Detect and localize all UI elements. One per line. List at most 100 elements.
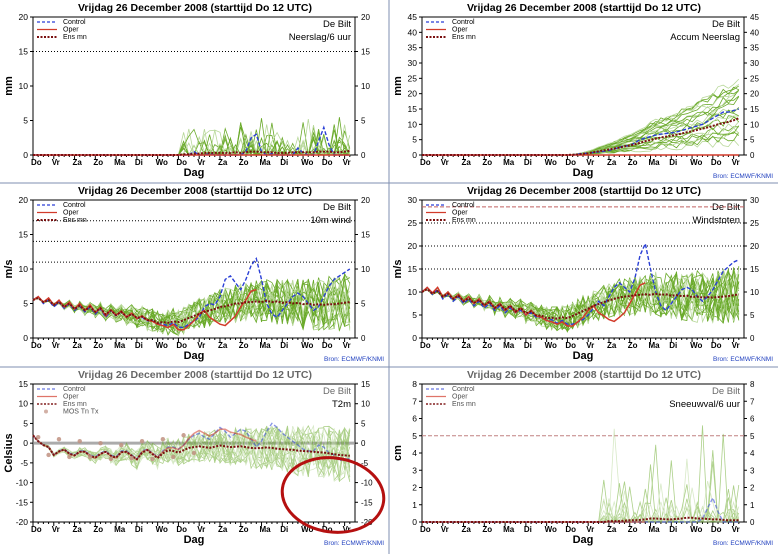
mos-point (129, 455, 134, 461)
y-tick-label-right: 25 (750, 74, 759, 83)
annotation-circle (280, 456, 386, 534)
series-line-ens-mn (421, 287, 739, 320)
x-day-tick-label: Za (607, 158, 617, 167)
y-tick-label: 25 (408, 218, 418, 228)
legend-entry: Oper (452, 27, 468, 34)
station-label: De Bilt (323, 386, 351, 397)
y-tick-label: 15 (408, 104, 418, 114)
x-day-tick-label: Wo (156, 525, 168, 534)
x-day-tick-label: Ma (260, 341, 272, 350)
y-tick-label: 10 (19, 264, 29, 274)
y-tick-label: 0 (23, 333, 28, 343)
y-tick-label-right: 1 (750, 501, 755, 510)
y-tick-label-right: 45 (750, 13, 759, 22)
x-axis-label: Dag (573, 167, 594, 179)
y-tick-label: 20 (408, 89, 418, 99)
y-tick-label: 0 (412, 333, 417, 343)
x-day-tick-label: Do (420, 525, 431, 534)
mos-point (56, 437, 62, 442)
y-tick-label-right: 10 (750, 120, 759, 129)
y-tick-label: 5 (412, 431, 417, 441)
y-tick-label: 0 (412, 517, 417, 527)
y-tick-label-right: 0 (361, 151, 366, 160)
x-axis-label: Dag (184, 167, 205, 179)
x-day-tick-label: Do (31, 525, 42, 534)
mos-point (150, 456, 155, 462)
y-tick-label: 7 (412, 396, 417, 406)
y-tick-label-right: 35 (750, 44, 759, 53)
y-tick-label: 4 (412, 448, 417, 458)
x-day-tick-label: Vr (732, 341, 740, 350)
x-day-tick-label: Ma (503, 341, 515, 350)
x-day-tick-label: Zo (628, 341, 638, 350)
y-axis-label: cm (392, 445, 404, 461)
y-tick-label-right: -20 (361, 518, 373, 527)
station-label: De Bilt (323, 202, 351, 213)
series-line-control (421, 241, 740, 325)
mos-point (139, 438, 145, 444)
x-axis-label: Dag (573, 534, 594, 546)
x-day-tick-label: Do (322, 525, 333, 534)
y-tick-label-right: 0 (361, 334, 366, 343)
x-day-tick-label: Vr (197, 525, 205, 534)
series-line-ens-mn (32, 434, 350, 461)
y-tick-label-right: 30 (750, 196, 759, 205)
x-day-tick-label: Za (73, 158, 83, 167)
x-day-tick-label: Do (176, 158, 187, 167)
y-axis-label: m/s (3, 260, 15, 279)
y-tick-label: 15 (19, 230, 29, 240)
x-day-tick-label: Ma (114, 525, 126, 534)
station-label: De Bilt (712, 202, 740, 213)
y-tick-label-right: 25 (750, 219, 759, 228)
y-tick-label: 5 (23, 299, 28, 309)
chart-title: Vrijdag 26 December 2008 (starttijd Do 1… (78, 369, 312, 381)
y-tick-label-right: 5 (750, 311, 755, 320)
x-day-tick-label: Vr (197, 158, 205, 167)
y-axis-label: mm (392, 76, 404, 96)
y-tick-label: 6 (412, 414, 417, 424)
y-tick-label-right: 40 (750, 28, 759, 37)
x-day-tick-label: Di (524, 525, 532, 534)
mos-point (77, 438, 82, 444)
x-day-tick-label: Ma (649, 341, 661, 350)
y-tick-label: 5 (23, 418, 28, 428)
x-day-tick-label: Vr (441, 341, 449, 350)
y-tick-label: 40 (408, 27, 418, 37)
x-day-tick-label: Vr (441, 158, 449, 167)
x-day-tick-label: Vr (732, 525, 740, 534)
legend-entry: Ens mn (452, 217, 476, 224)
mos-point (46, 452, 51, 458)
y-tick-label: -20 (16, 517, 29, 527)
station-label: De Bilt (712, 19, 740, 30)
x-day-tick-label: Ma (260, 158, 272, 167)
legend-entry: Oper (63, 27, 79, 34)
y-tick-label: 2 (412, 483, 417, 493)
chart-title: Vrijdag 26 December 2008 (starttijd Do 1… (467, 2, 701, 14)
y-tick-label: 45 (408, 12, 418, 22)
source-label: Bron: ECMWF/KNMI (324, 356, 384, 363)
y-tick-label: 5 (412, 310, 417, 320)
y-tick-label: 25 (408, 73, 418, 83)
y-tick-label-right: 15 (750, 105, 759, 114)
x-day-tick-label: Zo (628, 158, 638, 167)
legend-entry: Control (452, 386, 475, 393)
x-day-tick-label: Di (135, 525, 143, 534)
mos-point (87, 454, 93, 460)
x-day-tick-label: Vr (343, 158, 351, 167)
y-tick-label: -10 (16, 478, 29, 488)
legend-entry: Oper (63, 394, 79, 401)
x-day-tick-label: Ma (114, 158, 126, 167)
x-day-tick-label: Zo (93, 525, 103, 534)
chart-title: Vrijdag 26 December 2008 (starttijd Do 1… (467, 369, 701, 381)
x-day-tick-label: Vr (197, 341, 205, 350)
x-day-tick-label: Di (280, 341, 288, 350)
x-day-tick-label: Za (73, 525, 83, 534)
x-day-tick-label: Wo (301, 341, 313, 350)
legend-entry: Control (452, 19, 475, 26)
station-label: De Bilt (712, 386, 740, 397)
y-tick-label-right: 10 (361, 82, 370, 91)
y-tick-label-right: 0 (750, 334, 755, 343)
y-tick-label: -5 (20, 458, 28, 468)
y-tick-label: 20 (19, 12, 29, 22)
